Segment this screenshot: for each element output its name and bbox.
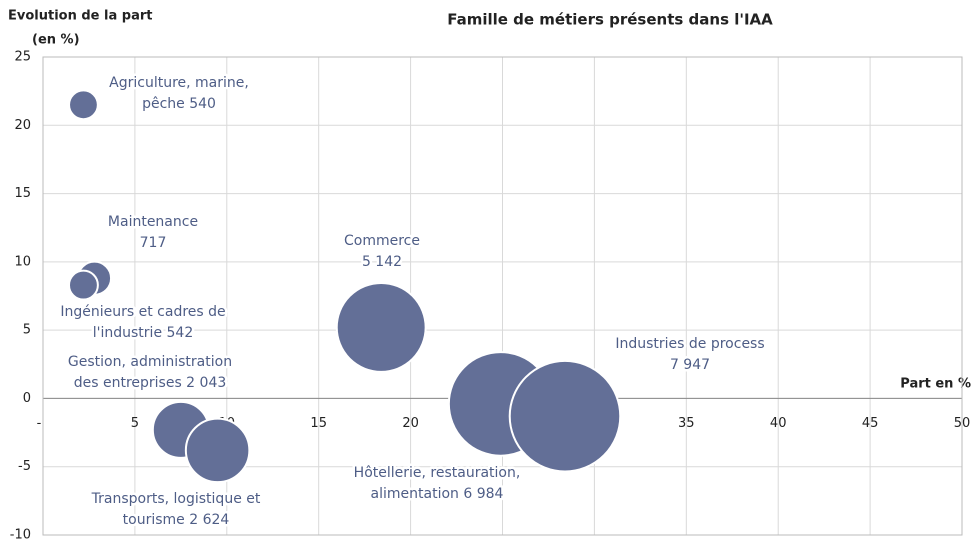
bubble bbox=[184, 417, 251, 484]
chart-title: Famille de métiers présents dans l'IAA bbox=[447, 11, 773, 29]
bubble bbox=[335, 281, 427, 373]
data-label: alimentation 6 984 bbox=[371, 486, 504, 502]
x-tick-label: 5 bbox=[131, 416, 139, 431]
data-label: des entreprises 2 043 bbox=[74, 375, 227, 391]
x-tick-label: 15 bbox=[310, 416, 327, 431]
data-label: Transports, logistique et bbox=[91, 491, 261, 507]
x-tick-label: 35 bbox=[678, 416, 695, 431]
x-tick-label: 40 bbox=[770, 416, 787, 431]
y-tick-label: 15 bbox=[14, 186, 31, 201]
x-tick-label: 20 bbox=[402, 416, 419, 431]
data-label: tourisme 2 624 bbox=[123, 512, 230, 528]
y-tick-label: -5 bbox=[18, 459, 31, 474]
y-tick-label: 20 bbox=[14, 118, 31, 133]
data-label: Gestion, administration bbox=[68, 354, 232, 370]
data-label: Ingénieurs et cadres de bbox=[60, 304, 225, 320]
plot-border bbox=[42, 56, 963, 536]
data-label: Hôtellerie, restauration, bbox=[354, 465, 521, 481]
data-label: l'industrie 542 bbox=[93, 325, 193, 341]
y-axis-title: (en %) bbox=[32, 33, 80, 48]
y-tick-label: -10 bbox=[10, 528, 31, 543]
y-tick-label: 25 bbox=[14, 50, 31, 65]
data-label: pêche 540 bbox=[142, 96, 216, 112]
bubble bbox=[68, 269, 99, 301]
data-label: Maintenance bbox=[108, 214, 198, 230]
data-label: Industries de process bbox=[615, 336, 764, 352]
data-label: Commerce bbox=[344, 233, 420, 249]
x-tick-label: - bbox=[37, 416, 42, 431]
bubble bbox=[508, 359, 622, 473]
bubble bbox=[68, 89, 99, 121]
x-axis-title: Part en % bbox=[900, 377, 971, 392]
data-label: 717 bbox=[140, 235, 167, 251]
y-tick-label: 5 bbox=[23, 323, 31, 338]
data-label: 5 142 bbox=[362, 254, 402, 270]
y-tick-label: 10 bbox=[14, 254, 31, 269]
x-tick-label: 45 bbox=[862, 416, 879, 431]
data-label: Agriculture, marine, bbox=[109, 75, 249, 91]
y-axis-title: Evolution de la part bbox=[8, 9, 153, 24]
data-label: 7 947 bbox=[670, 357, 710, 373]
y-tick-label: 0 bbox=[23, 391, 31, 406]
